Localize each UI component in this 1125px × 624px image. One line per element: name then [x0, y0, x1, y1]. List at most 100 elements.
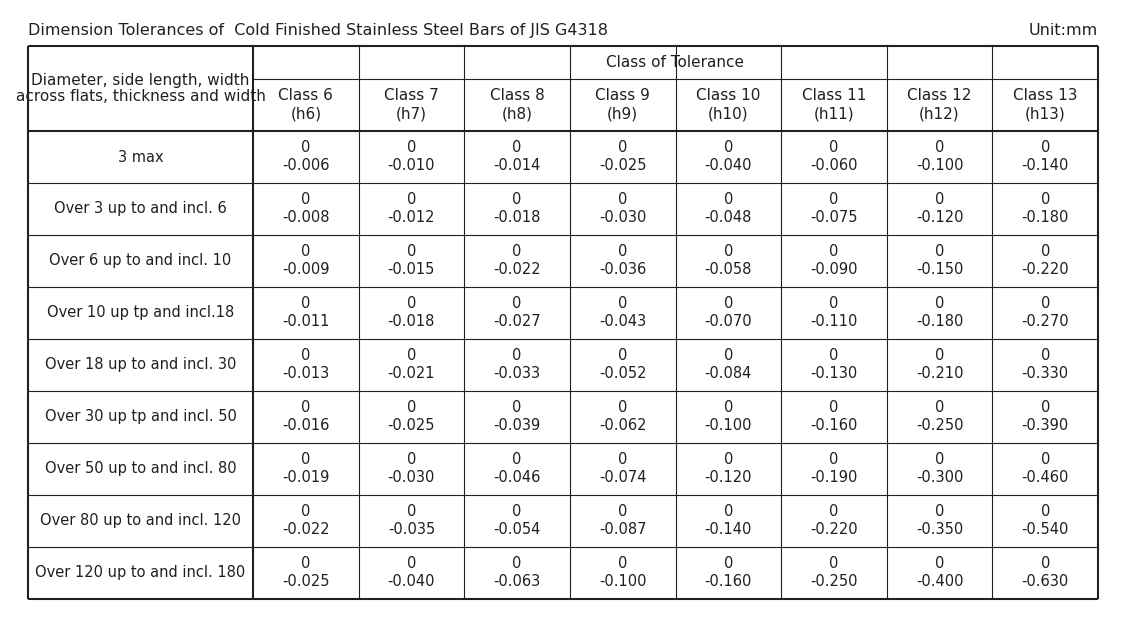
Text: -0.036: -0.036: [598, 263, 646, 278]
Text: 0: 0: [407, 348, 416, 364]
Text: 0: 0: [723, 348, 734, 364]
Text: -0.100: -0.100: [916, 158, 963, 173]
Text: -0.030: -0.030: [598, 210, 647, 225]
Text: 0: 0: [512, 296, 522, 311]
Text: -0.014: -0.014: [494, 158, 541, 173]
Text: 0: 0: [829, 401, 838, 416]
Text: -0.190: -0.190: [810, 470, 857, 485]
Text: 0: 0: [1041, 557, 1050, 572]
Text: -0.015: -0.015: [388, 263, 435, 278]
Text: -0.070: -0.070: [704, 314, 753, 329]
Text: 0: 0: [723, 504, 734, 520]
Text: -0.180: -0.180: [916, 314, 963, 329]
Text: Over 30 up tp and incl. 50: Over 30 up tp and incl. 50: [45, 409, 236, 424]
Text: -0.270: -0.270: [1022, 314, 1069, 329]
Text: -0.460: -0.460: [1022, 470, 1069, 485]
Text: -0.090: -0.090: [810, 263, 857, 278]
Text: -0.025: -0.025: [388, 419, 435, 434]
Text: -0.060: -0.060: [810, 158, 857, 173]
Text: -0.008: -0.008: [282, 210, 330, 225]
Text: 0: 0: [512, 140, 522, 155]
Text: -0.120: -0.120: [704, 470, 752, 485]
Text: 0: 0: [512, 452, 522, 467]
Text: -0.220: -0.220: [810, 522, 857, 537]
Text: 0: 0: [723, 296, 734, 311]
Text: -0.350: -0.350: [916, 522, 963, 537]
Text: 0: 0: [829, 504, 838, 520]
Text: (h7): (h7): [396, 107, 428, 122]
Text: -0.030: -0.030: [388, 470, 435, 485]
Text: -0.330: -0.330: [1022, 366, 1069, 381]
Text: -0.006: -0.006: [282, 158, 330, 173]
Text: -0.009: -0.009: [282, 263, 330, 278]
Text: (h10): (h10): [708, 107, 748, 122]
Text: -0.058: -0.058: [704, 263, 752, 278]
Text: 0: 0: [829, 452, 838, 467]
Text: (h9): (h9): [608, 107, 638, 122]
Text: 0: 0: [512, 348, 522, 364]
Text: Over 6 up to and incl. 10: Over 6 up to and incl. 10: [50, 253, 232, 268]
Text: -0.074: -0.074: [598, 470, 647, 485]
Text: 0: 0: [935, 452, 944, 467]
Text: (h13): (h13): [1025, 107, 1065, 122]
Text: -0.110: -0.110: [810, 314, 857, 329]
Text: -0.160: -0.160: [704, 575, 752, 590]
Text: 0: 0: [618, 401, 628, 416]
Text: Unit:mm: Unit:mm: [1028, 22, 1098, 37]
Text: 0: 0: [1041, 452, 1050, 467]
Text: 0: 0: [829, 245, 838, 260]
Text: 0: 0: [512, 557, 522, 572]
Text: Over 120 up to and incl. 180: Over 120 up to and incl. 180: [35, 565, 245, 580]
Text: 0: 0: [1041, 401, 1050, 416]
Text: -0.400: -0.400: [916, 575, 963, 590]
Text: Class 9: Class 9: [595, 89, 650, 104]
Text: -0.019: -0.019: [282, 470, 330, 485]
Text: -0.150: -0.150: [916, 263, 963, 278]
Text: -0.018: -0.018: [388, 314, 435, 329]
Text: -0.390: -0.390: [1022, 419, 1069, 434]
Text: -0.250: -0.250: [916, 419, 963, 434]
Text: 0: 0: [935, 504, 944, 520]
Text: -0.048: -0.048: [704, 210, 752, 225]
Text: 0: 0: [618, 504, 628, 520]
Text: -0.540: -0.540: [1022, 522, 1069, 537]
Text: 0: 0: [302, 348, 310, 364]
Text: 0: 0: [512, 245, 522, 260]
Text: Over 50 up to and incl. 80: Over 50 up to and incl. 80: [45, 462, 236, 477]
Text: -0.022: -0.022: [493, 263, 541, 278]
Text: -0.046: -0.046: [494, 470, 541, 485]
Text: 0: 0: [512, 401, 522, 416]
Text: 0: 0: [302, 140, 310, 155]
Text: Class 13: Class 13: [1012, 89, 1078, 104]
Text: -0.630: -0.630: [1022, 575, 1069, 590]
Text: (h12): (h12): [919, 107, 960, 122]
Text: 0: 0: [302, 401, 310, 416]
Text: 0: 0: [302, 245, 310, 260]
Text: 0: 0: [407, 557, 416, 572]
Text: -0.210: -0.210: [916, 366, 963, 381]
Text: 0: 0: [618, 296, 628, 311]
Text: Class of Tolerance: Class of Tolerance: [606, 55, 745, 70]
Text: 0: 0: [829, 348, 838, 364]
Text: 0: 0: [618, 452, 628, 467]
Text: 0: 0: [1041, 296, 1050, 311]
Text: -0.063: -0.063: [494, 575, 541, 590]
Text: 0: 0: [618, 557, 628, 572]
Text: -0.052: -0.052: [598, 366, 647, 381]
Text: 0: 0: [723, 140, 734, 155]
Text: 0: 0: [618, 245, 628, 260]
Text: -0.040: -0.040: [388, 575, 435, 590]
Text: 0: 0: [935, 245, 944, 260]
Text: 0: 0: [1041, 245, 1050, 260]
Text: across flats, thickness and width: across flats, thickness and width: [16, 89, 266, 104]
Text: -0.220: -0.220: [1022, 263, 1069, 278]
Text: -0.012: -0.012: [388, 210, 435, 225]
Text: 0: 0: [1041, 348, 1050, 364]
Text: -0.087: -0.087: [598, 522, 647, 537]
Text: -0.033: -0.033: [494, 366, 541, 381]
Text: 0: 0: [829, 557, 838, 572]
Text: 0: 0: [935, 348, 944, 364]
Text: (h11): (h11): [813, 107, 854, 122]
Text: -0.140: -0.140: [704, 522, 752, 537]
Text: 0: 0: [407, 245, 416, 260]
